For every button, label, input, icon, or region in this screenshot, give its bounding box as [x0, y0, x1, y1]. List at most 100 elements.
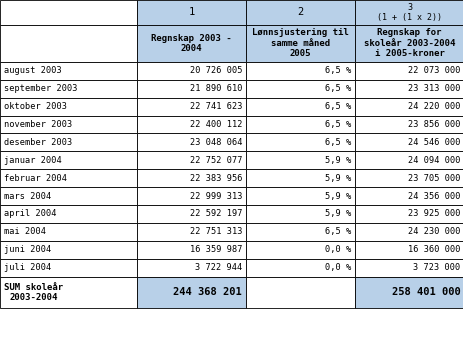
Text: april 2004: april 2004	[4, 209, 56, 218]
Bar	[0, 133, 137, 151]
Text: Lønnsjustering til
samme måned
2005: Lønnsjustering til samme måned 2005	[251, 29, 348, 58]
Bar	[354, 62, 463, 80]
Bar	[354, 187, 463, 205]
Text: 16 360 000: 16 360 000	[407, 245, 459, 254]
Bar	[245, 151, 354, 169]
Bar	[245, 62, 354, 80]
Text: juni 2004: juni 2004	[4, 245, 51, 254]
Text: 6,5 %: 6,5 %	[324, 102, 350, 111]
Text: januar 2004: januar 2004	[4, 156, 61, 165]
Text: 16 359 987: 16 359 987	[189, 245, 242, 254]
Bar	[137, 241, 245, 259]
Bar	[0, 223, 137, 241]
Text: 20 726 005: 20 726 005	[189, 66, 242, 75]
Bar	[245, 0, 354, 25]
Text: 22 999 313: 22 999 313	[189, 192, 242, 201]
Text: mai 2004: mai 2004	[4, 227, 46, 236]
Bar	[354, 80, 463, 98]
Bar	[137, 259, 245, 277]
Text: august 2003: august 2003	[4, 66, 61, 75]
Bar	[354, 277, 463, 308]
Bar	[0, 80, 137, 98]
Bar	[0, 116, 137, 133]
Bar	[137, 80, 245, 98]
Bar	[0, 0, 137, 25]
Text: september 2003: september 2003	[4, 84, 77, 93]
Text: mars 2004: mars 2004	[4, 192, 51, 201]
Text: 22 752 077: 22 752 077	[189, 156, 242, 165]
Text: 6,5 %: 6,5 %	[324, 138, 350, 147]
Text: Regnskap for
skoleår 2003-2004
i 2005-kroner: Regnskap for skoleår 2003-2004 i 2005-kr…	[363, 29, 454, 58]
Text: 3 723 000: 3 723 000	[412, 263, 459, 272]
Text: 3 722 944: 3 722 944	[194, 263, 242, 272]
Bar	[245, 187, 354, 205]
Bar	[354, 205, 463, 223]
Bar	[245, 98, 354, 116]
Text: 22 073 000: 22 073 000	[407, 66, 459, 75]
Text: 5,9 %: 5,9 %	[324, 209, 350, 218]
Bar	[137, 151, 245, 169]
Bar	[137, 205, 245, 223]
Text: 23 313 000: 23 313 000	[407, 84, 459, 93]
Text: 22 592 197: 22 592 197	[189, 209, 242, 218]
Bar	[0, 25, 137, 62]
Text: 24 546 000: 24 546 000	[407, 138, 459, 147]
Bar	[354, 241, 463, 259]
Bar	[245, 116, 354, 133]
Bar	[0, 259, 137, 277]
Bar	[245, 259, 354, 277]
Text: 23 705 000: 23 705 000	[407, 174, 459, 183]
Bar	[0, 98, 137, 116]
Text: 22 383 956: 22 383 956	[189, 174, 242, 183]
Bar	[0, 205, 137, 223]
Text: 22 751 313: 22 751 313	[189, 227, 242, 236]
Text: 24 220 000: 24 220 000	[407, 102, 459, 111]
Bar	[0, 187, 137, 205]
Bar	[354, 98, 463, 116]
Text: desember 2003: desember 2003	[4, 138, 72, 147]
Text: 23 048 064: 23 048 064	[189, 138, 242, 147]
Bar	[137, 169, 245, 187]
Bar	[137, 277, 245, 308]
Text: 23 856 000: 23 856 000	[407, 120, 459, 129]
Text: 0,0 %: 0,0 %	[324, 263, 350, 272]
Text: 5,9 %: 5,9 %	[324, 156, 350, 165]
Text: 24 356 000: 24 356 000	[407, 192, 459, 201]
Bar	[137, 98, 245, 116]
Text: 6,5 %: 6,5 %	[324, 66, 350, 75]
Bar	[245, 169, 354, 187]
Bar	[245, 223, 354, 241]
Bar	[245, 277, 354, 308]
Bar	[137, 187, 245, 205]
Text: 6,5 %: 6,5 %	[324, 120, 350, 129]
Text: 6,5 %: 6,5 %	[324, 227, 350, 236]
Bar	[354, 116, 463, 133]
Text: 5,9 %: 5,9 %	[324, 192, 350, 201]
Bar	[245, 25, 354, 62]
Text: juli 2004: juli 2004	[4, 263, 51, 272]
Bar	[354, 223, 463, 241]
Text: 5,9 %: 5,9 %	[324, 174, 350, 183]
Text: 6,5 %: 6,5 %	[324, 84, 350, 93]
Text: Regnskap 2003 -
2004: Regnskap 2003 - 2004	[151, 34, 231, 53]
Bar	[0, 277, 137, 308]
Bar	[137, 116, 245, 133]
Text: 24 230 000: 24 230 000	[407, 227, 459, 236]
Bar	[137, 223, 245, 241]
Bar	[354, 259, 463, 277]
Bar	[245, 133, 354, 151]
Bar	[137, 0, 245, 25]
Bar	[354, 151, 463, 169]
Bar	[137, 25, 245, 62]
Text: 24 094 000: 24 094 000	[407, 156, 459, 165]
Text: SUM skoleår
2003-2004: SUM skoleår 2003-2004	[4, 283, 63, 302]
Bar	[245, 80, 354, 98]
Text: 2: 2	[297, 7, 303, 18]
Bar	[245, 241, 354, 259]
Bar	[354, 133, 463, 151]
Text: november 2003: november 2003	[4, 120, 72, 129]
Text: 258 401 000: 258 401 000	[391, 287, 459, 298]
Text: februar 2004: februar 2004	[4, 174, 67, 183]
Text: 0,0 %: 0,0 %	[324, 245, 350, 254]
Text: 22 400 112: 22 400 112	[189, 120, 242, 129]
